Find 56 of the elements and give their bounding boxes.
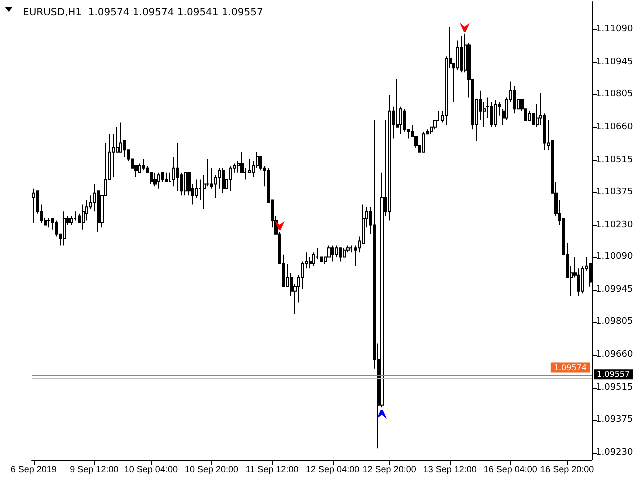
y-tick-label: 1.10945 — [596, 57, 634, 68]
candlestick — [70, 216, 73, 226]
ref-line-label: 1.09574 — [554, 363, 587, 372]
y-tick-label: 1.09660 — [596, 350, 634, 360]
candlestick — [63, 211, 66, 246]
ref-line-label: 1.09557 — [597, 370, 630, 380]
candlestick — [47, 218, 51, 228]
candlestick — [222, 168, 225, 194]
candlestick — [460, 36, 463, 74]
candlestick — [490, 102, 493, 128]
candlestick — [422, 131, 425, 153]
candlestick — [165, 172, 168, 183]
x-tick-label: 12 Sep 20:00 — [362, 464, 416, 474]
x-tick-label: 9 Sep 12:00 — [70, 464, 119, 474]
y-tick-label: 1.10805 — [596, 89, 634, 100]
x-tick-label: 16 Sep 20:00 — [540, 464, 594, 474]
candlestick — [309, 256, 312, 270]
candlestick — [346, 245, 350, 254]
candlestick — [74, 211, 77, 222]
x-tick-label: 10 Sep 04:00 — [124, 464, 178, 474]
candlestick — [343, 248, 346, 258]
y-tick-label: 1.10375 — [596, 187, 634, 198]
y-tick-label: 1.09805 — [596, 317, 634, 328]
candlestick — [82, 204, 85, 230]
candlestick — [157, 172, 160, 190]
y-tick-label: 1.09375 — [596, 415, 634, 426]
candlestick — [494, 99, 497, 128]
y-tick-label: 1.10515 — [596, 155, 634, 166]
candlestick — [184, 172, 187, 196]
candlestick — [339, 248, 342, 262]
candlestick — [335, 245, 338, 258]
y-tick-label: 1.10230 — [596, 220, 634, 230]
candlestick — [331, 245, 334, 262]
candlestick — [229, 166, 232, 192]
x-tick-label: 13 Sep 12:00 — [423, 464, 477, 474]
y-tick-label: 1.09515 — [596, 383, 634, 394]
candlestick — [142, 158, 145, 172]
y-tick-label: 1.10660 — [596, 122, 634, 132]
candlestick — [32, 188, 35, 224]
candlestick — [176, 142, 179, 192]
candlestick — [312, 252, 315, 267]
y-tick-label: 1.09945 — [596, 285, 634, 296]
text: EURUSD,H1 1.09574 1.09574 1.09541 1.09557 — [23, 8, 264, 18]
x-tick-label: 12 Sep 04:00 — [306, 464, 360, 474]
candlestick — [119, 122, 122, 153]
x-tick-label: 16 Sep 04:00 — [484, 464, 538, 474]
x-tick-label: 11 Sep 12:00 — [246, 464, 299, 474]
candlestick — [513, 86, 516, 114]
candlestick — [138, 163, 141, 174]
x-tick-label: 6 Sep 2019 — [10, 464, 57, 474]
y-tick-label: 1.11090 — [596, 24, 634, 34]
y-tick-label: 1.10090 — [596, 252, 634, 262]
candlestick — [388, 94, 391, 222]
y-tick-label: 1.09230 — [596, 448, 634, 458]
candlestick — [153, 172, 157, 188]
x-tick-label: 10 Sep 20:00 — [184, 464, 239, 474]
